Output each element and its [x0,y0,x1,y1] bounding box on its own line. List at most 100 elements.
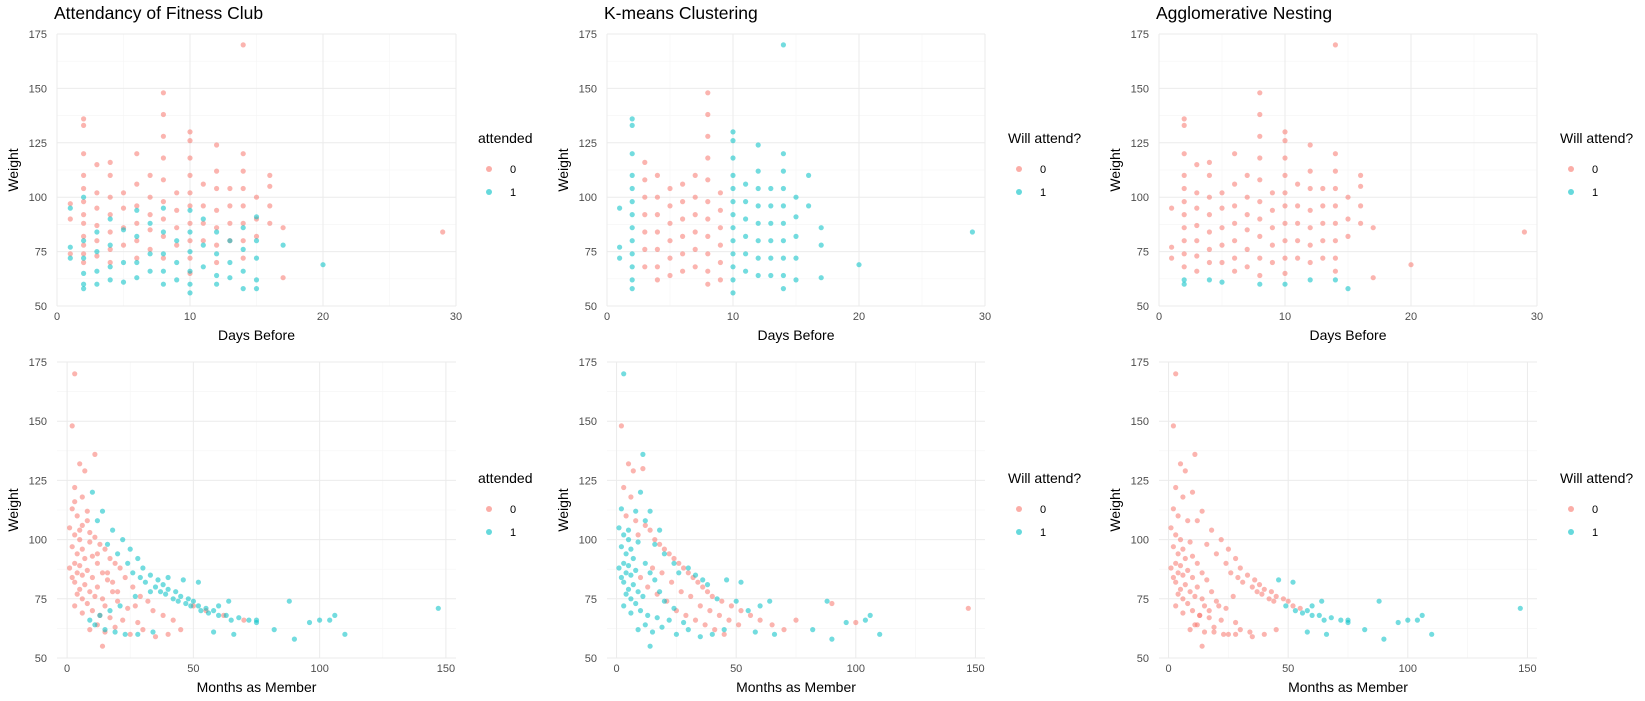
data-point [1168,525,1174,531]
data-point [621,484,627,491]
data-point [135,619,141,626]
data-point [187,207,193,213]
data-point [1233,555,1239,562]
data-point [150,608,156,614]
legend-title: Will attend? [1008,470,1081,486]
data-point [81,194,87,200]
data-point [134,233,140,239]
data-point [267,183,273,189]
data-point [1189,574,1196,581]
data-point [1206,246,1212,252]
data-point [107,212,113,218]
data-point [629,122,635,128]
chart-title: K-means Clustering [604,3,758,23]
data-point [120,279,127,285]
data-point [736,622,742,628]
data-point [127,546,133,552]
series-1 [616,371,883,649]
data-point [1187,627,1193,633]
x-tick-label: 20 [317,311,329,323]
data-point [227,220,233,226]
data-point [1206,194,1212,200]
data-point [1307,185,1313,192]
data-point [1257,177,1263,183]
series-1 [1276,577,1523,642]
data-point [81,122,87,128]
y-tick-label: 100 [1131,192,1149,204]
data-point [618,544,625,550]
data-point [1345,233,1351,239]
y-axis-title: Weight [1107,148,1123,191]
data-point [280,225,286,231]
data-point [717,242,724,248]
data-point [629,172,635,178]
data-point [253,277,260,283]
data-point [200,181,206,187]
data-point [92,593,98,600]
data-point [74,551,80,557]
data-point [115,589,121,595]
data-point [692,617,699,623]
data-point [1232,203,1238,209]
data-point [717,207,724,213]
data-point [780,238,787,244]
data-point [667,203,673,209]
data-point [1175,513,1181,519]
data-point [1219,279,1225,285]
data-point [654,615,660,621]
data-point [621,532,627,538]
data-point [120,227,127,233]
y-tick-label: 50 [585,301,597,313]
data-point [628,546,634,552]
data-point [640,466,646,472]
data-point [79,596,85,602]
data-point [130,584,136,590]
data-point [621,560,627,566]
data-point [226,598,232,604]
data-point [1316,612,1322,619]
data-point [1181,185,1187,192]
data-point [1204,541,1210,547]
data-point [652,541,658,547]
legend-key-1 [1568,189,1574,195]
data-point [102,603,108,609]
data-point [147,251,153,257]
x-tick-label: 0 [604,311,610,323]
data-point [214,229,220,235]
data-point [1223,605,1229,611]
data-point [187,238,193,244]
data-point [117,603,123,609]
data-point [755,185,761,192]
data-point [81,220,87,226]
data-point [87,539,93,545]
data-point [630,555,636,562]
data-point [163,591,169,597]
y-tick-label: 100 [29,535,47,547]
data-point [214,142,220,148]
legend-title: attended [478,470,533,486]
data-point [629,277,635,283]
data-point [160,233,166,239]
legend-label: 1 [1040,187,1046,199]
data-point [1269,190,1275,196]
data-point [721,631,727,637]
legend-key-1 [1568,529,1574,535]
y-tick-label: 75 [585,594,597,606]
data-point [145,598,151,604]
data-point [629,264,635,270]
data-point [1177,461,1184,467]
data-point [640,451,646,457]
data-point [240,203,246,209]
data-point [1209,589,1215,595]
legend: Will attend? 0 1 [1008,470,1081,539]
data-point [67,565,73,571]
data-point [1206,229,1212,235]
data-point [160,111,166,118]
data-point [240,238,246,244]
data-point [74,570,80,576]
data-point [240,286,246,292]
data-point [1181,122,1187,128]
data-point [1192,593,1198,600]
data-point [74,591,80,597]
data-point [1181,281,1187,287]
